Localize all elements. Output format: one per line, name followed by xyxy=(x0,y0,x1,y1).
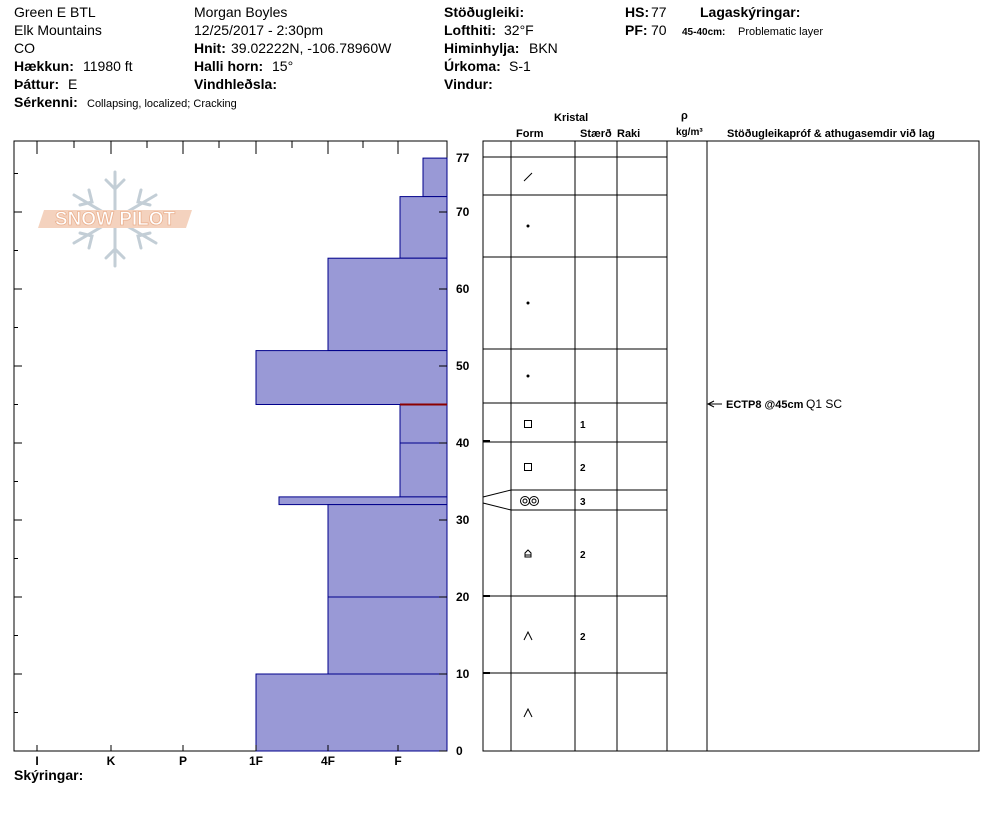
features-label: Sérkenni: xyxy=(14,94,78,110)
hardness-bar xyxy=(422,157,448,198)
pf-label: PF: xyxy=(625,22,648,38)
state: CO xyxy=(14,40,35,56)
snowpilot-watermark: SNOW PILOT xyxy=(38,170,192,268)
faceted-crystal-icon xyxy=(524,420,532,428)
mountain-range: Elk Mountains xyxy=(14,22,102,38)
hs-label: HS: xyxy=(625,4,650,20)
layer-connector-slant xyxy=(482,502,512,511)
hardness-bar xyxy=(278,496,448,506)
depth-hoar-icon xyxy=(523,630,533,641)
grain-size-label: 2 xyxy=(580,632,586,643)
elevation-value: 11980 ft xyxy=(83,58,133,74)
depth-tick-label: 77 xyxy=(456,151,470,165)
melt-form-icon xyxy=(529,496,539,506)
table-frame xyxy=(482,140,980,752)
grain-size-label: 3 xyxy=(580,497,586,508)
wind-label: Vindur: xyxy=(444,76,493,92)
grain-size-label: 2 xyxy=(580,550,586,561)
test-code: ECTP8 @45cm xyxy=(726,399,804,411)
coords-value: 39.02222N, -106.78960W xyxy=(231,40,392,56)
hardness-bar xyxy=(255,350,448,406)
layer-note-range: 45-40cm: xyxy=(682,27,726,38)
hardness-bar xyxy=(399,196,448,259)
hardness-tick-label: 4F xyxy=(321,754,335,768)
rounded-grain-icon xyxy=(526,374,530,378)
stability-label: Stöðugleiki: xyxy=(444,4,525,20)
slope-label: Halli horn: xyxy=(194,58,264,74)
precip-value: S-1 xyxy=(509,58,531,74)
density-unit-header: kg/m³ xyxy=(676,127,703,138)
depth-tick-label: 40 xyxy=(456,436,470,450)
hardness-bar xyxy=(327,596,448,675)
crystal-table xyxy=(482,140,980,752)
depth-tick-label: 30 xyxy=(456,513,470,527)
aspect-label: Þáttur: xyxy=(14,76,60,92)
form-header: Form xyxy=(516,128,544,140)
features-value: Collapsing, localized; Cracking xyxy=(87,98,237,110)
sky-value: BKN xyxy=(529,40,558,56)
coords-label: Hnit: xyxy=(194,40,226,56)
observation-datetime: 12/25/2017 - 2:30pm xyxy=(194,22,324,38)
grain-size-label: 2 xyxy=(580,463,586,474)
depth-tick-label: 70 xyxy=(456,205,470,219)
hardness-tick-label: P xyxy=(179,754,187,768)
depth-tick-label: 0 xyxy=(456,744,463,758)
hardness-tick-label: K xyxy=(107,754,116,768)
hardness-axis: I K P 1F 4F F xyxy=(35,745,402,768)
elevation-label: Hækkun: xyxy=(14,58,74,74)
watermark-banner xyxy=(38,210,192,228)
hardness-tick-label: I xyxy=(35,754,38,768)
air-temp-label: Lofthiti: xyxy=(444,22,497,38)
watermark-text: SNOW PILOT xyxy=(55,209,176,230)
rho-header: ρ xyxy=(681,110,688,122)
test-quality: Q1 SC xyxy=(806,397,842,411)
rounded-grain-icon xyxy=(526,301,530,305)
aspect-value: E xyxy=(68,76,78,92)
melt-form-icon xyxy=(531,498,537,504)
hardness-tick-label: F xyxy=(394,754,401,768)
hardness-top-ticks xyxy=(36,141,399,154)
hardness-bars xyxy=(255,157,448,752)
melt-form-icon xyxy=(520,496,530,506)
hardness-bar xyxy=(327,504,448,598)
depth-tick-label: 60 xyxy=(456,282,470,296)
size-header: Stærð xyxy=(580,128,612,140)
precip-label: Úrkoma: xyxy=(444,58,501,74)
depth-tick-label: 50 xyxy=(456,359,470,373)
precip-particle-icon xyxy=(523,172,533,182)
moisture-header: Raki xyxy=(617,128,641,140)
air-temp-value: 32°F xyxy=(504,22,534,38)
layer-notes-label: Lagaskýringar: xyxy=(700,4,801,20)
hs-value: 77 xyxy=(651,4,667,20)
hardness-bar xyxy=(255,673,448,752)
notes-label: Skýringar: xyxy=(14,767,84,783)
observer-name: Morgan Boyles xyxy=(194,4,288,20)
crystal-rows: 1 2 3 2 2 xyxy=(482,140,667,752)
stability-test-annotation: ECTP8 @45cm Q1 SC xyxy=(706,397,842,411)
location-name: Green E BTL xyxy=(14,4,96,20)
hardness-tick-label: 1F xyxy=(249,754,263,768)
faceted-crystal-icon xyxy=(524,463,532,471)
layer-note-text: Problematic layer xyxy=(738,26,823,38)
tests-header: Stöðugleikapróf & athugasemdir við lag xyxy=(727,128,935,140)
depth-tick-label: 10 xyxy=(456,667,470,681)
rounded-grain-icon xyxy=(526,224,530,228)
depth-tick-label: 20 xyxy=(456,590,470,604)
test-arrow-icon xyxy=(706,400,715,408)
wind-loading-label: Vindhleðsla: xyxy=(194,76,277,92)
pf-value: 70 xyxy=(651,22,667,38)
crystal-header: Kristal xyxy=(554,112,589,124)
hardness-bar xyxy=(399,404,448,444)
slope-value: 15° xyxy=(272,58,294,74)
hardness-bar xyxy=(327,257,448,352)
melt-form-icon xyxy=(522,498,528,504)
depth-hoar-icon xyxy=(524,549,532,558)
depth-axis: 0 10 20 30 40 50 60 70 77 xyxy=(14,151,470,758)
hardness-bar xyxy=(399,442,448,498)
grain-size-label: 1 xyxy=(580,420,586,431)
sky-label: Himinhylja: xyxy=(444,40,520,56)
depth-hoar-icon xyxy=(523,707,533,718)
layer-connector-slant xyxy=(482,489,512,498)
